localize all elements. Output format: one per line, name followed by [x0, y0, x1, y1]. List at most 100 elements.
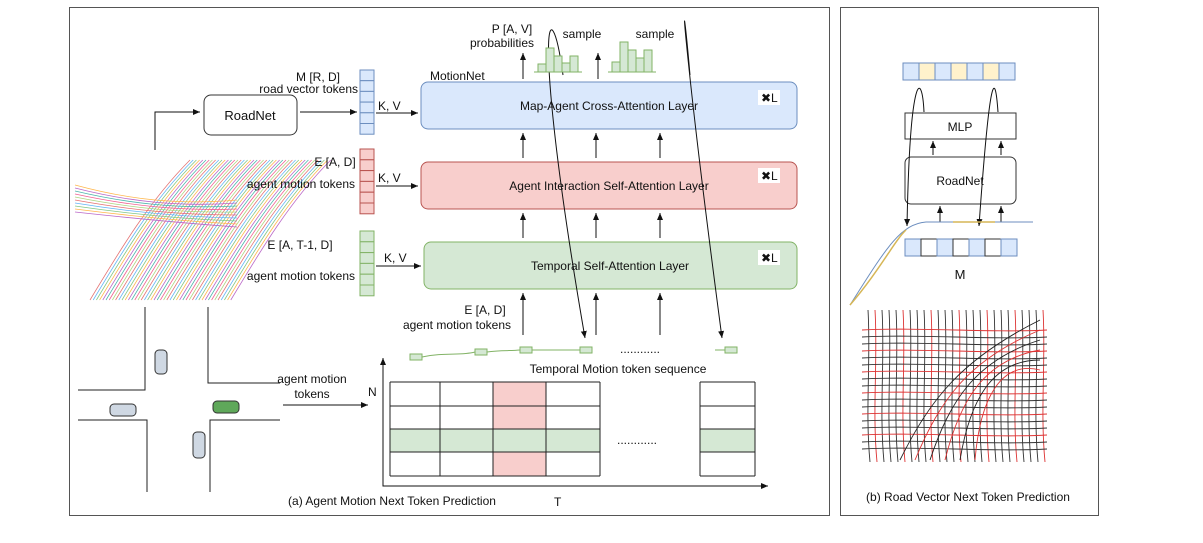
token-cell	[920, 238, 938, 257]
agent-tokens-label: agent motion tokens	[247, 177, 355, 191]
histogram-bar	[635, 57, 645, 73]
token-cell	[359, 90, 375, 103]
temporal-self-attention-layer	[423, 241, 798, 290]
token-cell	[359, 148, 375, 161]
token-cell	[359, 101, 375, 114]
histogram-bar	[545, 47, 555, 73]
repeat-l-temporal: L	[771, 251, 778, 265]
token-cell	[359, 80, 375, 92]
sequence-label: Temporal Motion token sequence	[530, 362, 707, 376]
road-vector-map-image	[861, 309, 1048, 463]
token-cell	[966, 62, 984, 81]
road-token-output-row	[902, 62, 1016, 81]
token-cell	[950, 62, 968, 81]
token-cell	[359, 252, 375, 264]
token-cell	[998, 62, 1016, 81]
road-tokens-label: road vector tokens	[259, 82, 358, 96]
sample-label-2: sample	[636, 27, 675, 41]
histogram-bar	[627, 49, 637, 73]
token-cell	[359, 262, 375, 275]
agent-tokens-shape: E [A, D]	[314, 155, 355, 169]
input-label: agent motion tokens	[403, 318, 511, 332]
motionnet-label: MotionNet	[430, 69, 485, 83]
roadnet-label: RoadNet	[224, 108, 276, 123]
token-cell	[934, 62, 952, 81]
token-cell	[982, 62, 1000, 81]
token-cell	[904, 238, 922, 257]
token-cell	[359, 159, 375, 172]
histogram-bar	[561, 62, 571, 73]
kv-label-temporal: K, V	[384, 251, 407, 265]
token-cell	[918, 62, 936, 81]
agent-interaction-self-attention-layer	[420, 161, 798, 210]
histogram-bar	[643, 49, 653, 73]
layer-label-temporal: Temporal Self-Attention Layer	[531, 259, 689, 273]
token-cell	[359, 180, 375, 193]
m-label: M	[955, 267, 966, 282]
token-cell	[968, 238, 986, 257]
token-cell	[359, 202, 375, 215]
layer-label-agent: Agent Interaction Self-Attention Layer	[509, 179, 708, 193]
repeat-l-agent: L	[771, 169, 778, 183]
axis-n: N	[368, 385, 377, 399]
probability-histogram-2	[608, 41, 656, 73]
roadnet-box	[203, 94, 298, 136]
close-x-icon: ✖	[761, 251, 771, 265]
mlp-label: MLP	[948, 120, 973, 134]
caption-b: (b) Road Vector Next Token Prediction	[866, 490, 1070, 504]
histogram-bar	[611, 61, 621, 73]
car-icons	[109, 349, 240, 459]
temporal-token-sequence	[409, 346, 738, 361]
scene-label-1: agent motion	[277, 372, 346, 386]
prob-label: probabilities	[470, 36, 534, 50]
axis-t: T	[554, 495, 562, 509]
input-shape: E [A, D]	[464, 303, 505, 317]
scene-label-2: tokens	[294, 387, 329, 401]
token-cell	[359, 170, 375, 182]
token-cell	[936, 238, 954, 257]
histogram-bar	[553, 55, 563, 73]
token-cell	[952, 238, 970, 257]
token-cell	[359, 284, 375, 297]
intersection-scene	[78, 307, 280, 492]
probability-histogram-1	[534, 47, 582, 73]
token-cell	[359, 112, 375, 125]
token-cell	[359, 123, 375, 135]
sequence-dots: ............	[620, 342, 660, 356]
token-cell	[1000, 238, 1018, 257]
roadnet-box-b	[904, 156, 1017, 205]
token-cell	[359, 273, 375, 286]
token-cell	[359, 69, 375, 82]
caption-a: (a) Agent Motion Next Token Prediction	[288, 494, 496, 508]
road-vector-tokens	[359, 69, 375, 135]
grid-dots: ............	[617, 433, 657, 447]
road-curve	[849, 221, 1033, 306]
agent-motion-tokens-red	[359, 148, 375, 215]
roadnet-label-b: RoadNet	[936, 174, 984, 188]
token-grid	[389, 381, 756, 477]
mlp-box	[904, 112, 1017, 140]
kv-label-map: K, V	[378, 99, 401, 113]
repeat-l-map: L	[771, 91, 778, 105]
histogram-bar	[619, 41, 629, 73]
histogram-bar	[569, 55, 579, 73]
token-cell	[902, 62, 920, 81]
agent-motion-tokens-green	[359, 230, 375, 297]
layer-label-map: Map-Agent Cross-Attention Layer	[520, 99, 698, 113]
close-x-icon: ✖	[761, 91, 771, 105]
axes	[382, 360, 768, 489]
kv-label-agent: K, V	[378, 171, 401, 185]
histogram-bar	[537, 63, 547, 73]
temporal-tokens-label: agent motion tokens	[247, 269, 355, 283]
token-cell	[984, 238, 1002, 257]
close-x-icon: ✖	[761, 169, 771, 183]
token-cell	[359, 230, 375, 243]
token-cell	[359, 241, 375, 254]
road-tokens-shape: M [R, D]	[296, 70, 340, 84]
m-token-row	[904, 238, 1018, 257]
road-map-image	[74, 159, 332, 301]
panel-a-frame	[69, 7, 830, 516]
prob-shape: P [A, V]	[492, 22, 532, 36]
